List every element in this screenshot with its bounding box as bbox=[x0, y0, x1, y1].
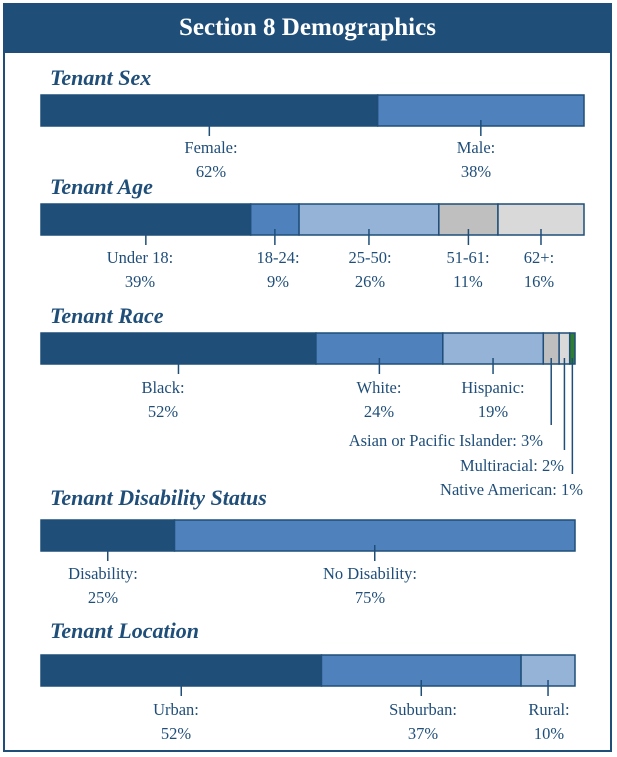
label-female-category: Female: bbox=[184, 138, 238, 157]
label-25-50: 25-50: 26% bbox=[330, 246, 410, 294]
label-62-plus-value: 16% bbox=[523, 272, 555, 291]
heading-tenant-sex: Tenant Sex bbox=[50, 65, 152, 90]
label-rural: Rural: 10% bbox=[509, 698, 589, 746]
label-51-61-value: 11% bbox=[453, 272, 483, 291]
label-black-category: Black: bbox=[141, 378, 185, 397]
label-black: Black: 52% bbox=[113, 376, 213, 424]
label-suburban-value: 37% bbox=[407, 724, 439, 743]
label-white-value: 24% bbox=[363, 402, 395, 421]
label-urban: Urban: 52% bbox=[126, 698, 226, 746]
label-25-50-value: 26% bbox=[354, 272, 386, 291]
label-hispanic-value: 19% bbox=[477, 402, 509, 421]
label-female: Female: 62% bbox=[161, 136, 261, 184]
label-male-value: 38% bbox=[460, 162, 492, 181]
heading-tenant-location: Tenant Location bbox=[50, 618, 199, 643]
label-disability-category: Disability: bbox=[68, 564, 138, 583]
label-rural-value: 10% bbox=[533, 724, 565, 743]
label-under-18: Under 18: 39% bbox=[85, 246, 195, 294]
label-62-plus-category: 62+: bbox=[523, 248, 555, 267]
label-18-24-category: 18-24: bbox=[256, 248, 300, 267]
label-white-category: White: bbox=[356, 378, 402, 397]
label-female-value: 62% bbox=[195, 162, 227, 181]
label-multiracial-value: 2% bbox=[542, 456, 564, 475]
label-native-american-category: Native American: bbox=[440, 480, 557, 499]
label-urban-value: 52% bbox=[160, 724, 192, 743]
label-multiracial-category: Multiracial: bbox=[459, 456, 538, 475]
label-no-disability-value: 75% bbox=[354, 588, 386, 607]
label-disability-value: 25% bbox=[87, 588, 119, 607]
label-white: White: 24% bbox=[329, 376, 429, 424]
label-black-value: 52% bbox=[147, 402, 179, 421]
label-native-american: Native American: 1% bbox=[360, 478, 583, 502]
label-no-disability: No Disability: 75% bbox=[300, 562, 440, 610]
label-male-category: Male: bbox=[456, 138, 496, 157]
label-rural-category: Rural: bbox=[528, 700, 570, 719]
label-62-plus: 62+: 16% bbox=[499, 246, 579, 294]
label-hispanic: Hispanic: 19% bbox=[438, 376, 548, 424]
label-asian-pacific-islander: Asian or Pacific Islander: 3% bbox=[300, 429, 543, 453]
label-51-61-category: 51-61: bbox=[446, 248, 490, 267]
heading-tenant-age: Tenant Age bbox=[50, 174, 153, 199]
label-multiracial: Multiracial: 2% bbox=[380, 454, 564, 478]
label-18-24: 18-24: 9% bbox=[238, 246, 318, 294]
label-51-61: 51-61: 11% bbox=[428, 246, 508, 294]
label-asian-category: Asian or Pacific Islander: bbox=[348, 431, 517, 450]
title-banner: Section 8 Demographics bbox=[3, 3, 612, 53]
infographic-title: Section 8 Demographics bbox=[179, 14, 436, 41]
label-hispanic-category: Hispanic: bbox=[461, 378, 525, 397]
label-native-american-value: 1% bbox=[561, 480, 583, 499]
label-suburban: Suburban: 37% bbox=[373, 698, 473, 746]
label-urban-category: Urban: bbox=[153, 700, 199, 719]
heading-tenant-disability-status: Tenant Disability Status bbox=[50, 485, 267, 510]
label-disability: Disability: 25% bbox=[43, 562, 163, 610]
label-no-disability-category: No Disability: bbox=[323, 564, 417, 583]
label-male: Male: 38% bbox=[426, 136, 526, 184]
label-under-18-category: Under 18: bbox=[106, 248, 174, 267]
label-asian-value: 3% bbox=[521, 431, 543, 450]
label-suburban-category: Suburban: bbox=[389, 700, 457, 719]
heading-tenant-race: Tenant Race bbox=[50, 303, 164, 328]
label-18-24-value: 9% bbox=[267, 272, 289, 291]
label-under-18-value: 39% bbox=[124, 272, 156, 291]
label-25-50-category: 25-50: bbox=[348, 248, 392, 267]
